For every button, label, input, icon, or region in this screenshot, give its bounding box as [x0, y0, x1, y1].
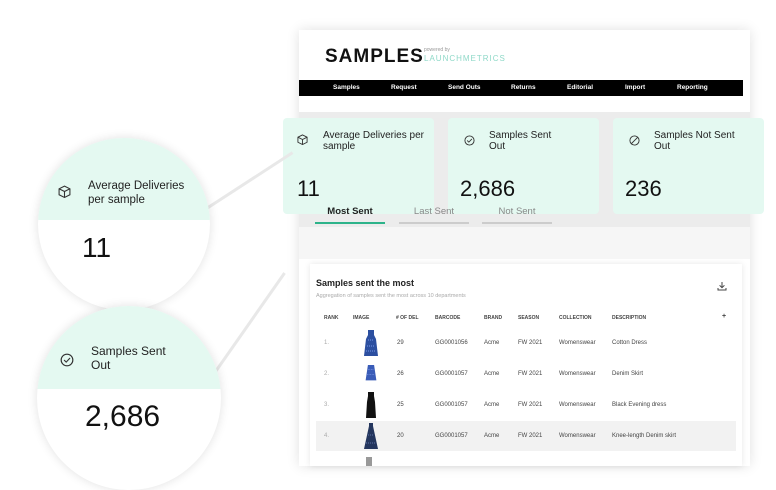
app-logo: SAMPLES: [325, 46, 424, 67]
cell-season: FW 2021: [518, 433, 543, 439]
column-header-rank[interactable]: RANK: [324, 315, 339, 321]
column-header-del[interactable]: # OF DEL: [396, 315, 419, 321]
cell-barcode: GG0001056: [435, 340, 468, 346]
stat-card-samples-not-sent-out[interactable]: Samples Not Sent Out 236: [613, 118, 764, 214]
column-header-season[interactable]: SEASON: [518, 315, 540, 321]
check-circle-icon: [60, 353, 74, 372]
connector-line: [201, 151, 294, 213]
zoom-value: 2,686: [85, 400, 161, 433]
cell-brand: Acme: [484, 402, 500, 408]
cell-season: FW 2021: [518, 371, 543, 377]
cell-del: 29: [397, 340, 404, 346]
table-row[interactable]: 1. 29 GG0001056 Acme FW 2021 Womenswear …: [316, 328, 736, 358]
table-subtitle: Aggregation of samples sent the most acr…: [316, 293, 466, 299]
zoom-circle-highlight: [38, 138, 210, 220]
zoom-value: 11: [82, 232, 112, 263]
cell-description: Black Evening dress: [612, 402, 667, 408]
zoom-label-line1: Average Deliveries: [88, 180, 185, 192]
zoom-label-line2: per sample: [88, 194, 145, 206]
nav-item-import[interactable]: Import: [625, 84, 646, 91]
nav-item-request[interactable]: Request: [391, 84, 417, 91]
stat-label: Samples Not Sent Out: [654, 130, 735, 152]
cell-collection: Womenswear: [559, 433, 596, 439]
samples-table-card: Samples sent the most Aggregation of sam…: [310, 264, 742, 466]
column-header-image[interactable]: IMAGE: [353, 315, 370, 321]
zoom-circle-highlight: [37, 306, 221, 389]
cell-del: 20: [397, 433, 404, 439]
zoom-circle-avg-deliveries: Average Deliveries per sample 11: [38, 138, 210, 310]
cell-barcode: GG0001057: [435, 371, 468, 377]
cell-collection: Womenswear: [559, 371, 596, 377]
zoom-circle-samples-sent: Samples Sent Out 2,686: [37, 306, 221, 490]
cell-rank: 2.: [324, 371, 330, 377]
zoom-label-line2: Out: [91, 358, 111, 372]
cell-collection: Womenswear: [559, 340, 596, 346]
column-header-barcode[interactable]: BARCODE: [435, 315, 461, 321]
partial-thumbnail: [366, 457, 372, 466]
cell-rank: 4.: [324, 433, 330, 439]
powered-by-brand: LAUNCHMETRICS: [424, 54, 506, 63]
add-column-button[interactable]: +: [722, 313, 727, 320]
nav-item-returns[interactable]: Returns: [511, 84, 536, 91]
blocked-circle-icon: [629, 135, 640, 149]
cell-barcode: GG0001057: [435, 433, 468, 439]
stat-card-avg-deliveries[interactable]: Average Deliveries per sample 11: [283, 118, 434, 214]
nav-item-reporting[interactable]: Reporting: [677, 84, 708, 91]
cell-collection: Womenswear: [559, 402, 596, 408]
table-row[interactable]: 4. 20 GG0001057 Acme FW 2021 Womenswear …: [316, 421, 736, 451]
cell-del: 26: [397, 371, 404, 377]
tab-last-sent[interactable]: Last Sent: [413, 206, 455, 217]
cell-barcode: GG0001057: [435, 402, 468, 408]
cell-season: FW 2021: [518, 340, 543, 346]
table-row[interactable]: 3. 25 GG0001057 Acme FW 2021 Womenswear …: [316, 390, 736, 420]
stat-value: 11: [297, 176, 320, 201]
cell-brand: Acme: [484, 340, 500, 346]
tab-most-sent[interactable]: Most Sent: [327, 206, 373, 217]
dress-thumbnail: [366, 392, 376, 418]
zoom-label-line1: Samples Sent: [91, 344, 166, 358]
nav-item-samples[interactable]: Samples: [333, 84, 360, 91]
cell-description: Knee-length Denim skirt: [612, 433, 677, 439]
stat-label: Average Deliveries per sample: [323, 130, 424, 152]
tab-last-sent-underline: [399, 222, 469, 224]
cell-brand: Acme: [484, 371, 500, 377]
cell-season: FW 2021: [518, 402, 543, 408]
cell-brand: Acme: [484, 433, 500, 439]
cell-rank: 1.: [324, 340, 330, 346]
cell-description: Denim Skirt: [612, 371, 644, 377]
powered-by-label: powered by: [424, 47, 450, 53]
stat-label: Samples Sent Out: [489, 130, 552, 152]
nav-item-editorial[interactable]: Editorial: [567, 84, 594, 91]
table-title: Samples sent the most: [316, 278, 415, 288]
download-icon[interactable]: [717, 281, 727, 293]
cell-del: 25: [397, 402, 404, 408]
column-header-description[interactable]: DESCRIPTION: [612, 315, 647, 321]
box-icon: [297, 134, 308, 148]
stat-value: 2,686: [460, 176, 516, 201]
column-header-brand[interactable]: BRAND: [484, 315, 503, 321]
tabs-panel: [299, 227, 750, 259]
main-nav: Samples Request Send Outs Returns Editor…: [299, 80, 743, 96]
nav-item-send-outs[interactable]: Send Outs: [448, 84, 481, 91]
box-icon: [58, 185, 71, 203]
cell-description: Cotton Dress: [612, 340, 648, 346]
tab-not-sent-underline: [482, 222, 552, 224]
table-row[interactable]: 2. 26 GG0001057 Acme FW 2021 Womenswear …: [316, 359, 736, 389]
cell-rank: 3.: [324, 402, 330, 408]
skirt-thumbnail: [364, 423, 378, 449]
column-header-collection[interactable]: COLLECTION: [559, 315, 592, 321]
check-circle-icon: [464, 135, 475, 149]
tab-not-sent[interactable]: Not Sent: [498, 206, 536, 217]
tab-most-sent-underline: [315, 222, 385, 224]
stat-value: 236: [625, 176, 662, 201]
dress-thumbnail: [364, 330, 378, 356]
stat-card-samples-sent-out[interactable]: Samples Sent Out 2,686: [448, 118, 599, 214]
skirt-thumbnail: [365, 365, 377, 381]
